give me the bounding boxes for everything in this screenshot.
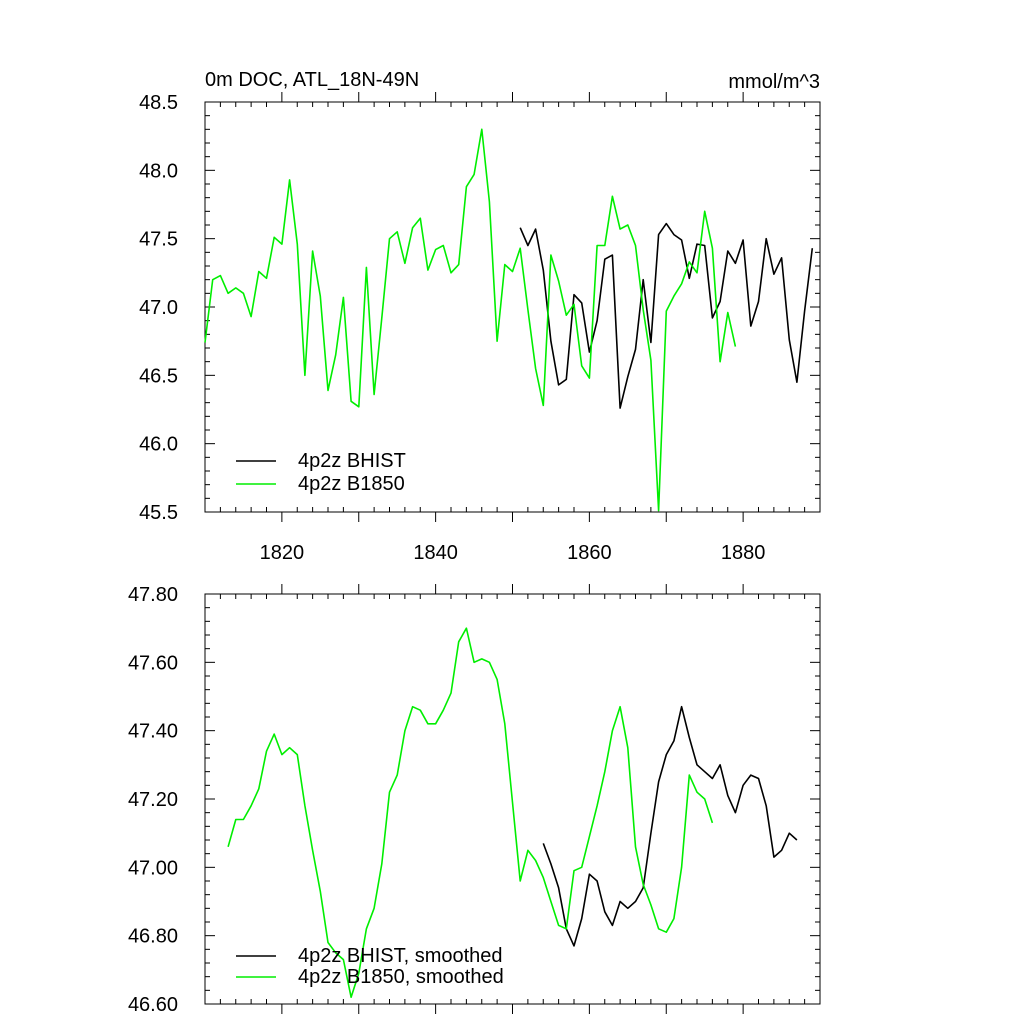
x-tick-label: 1820 bbox=[260, 542, 305, 564]
series-line-b1850 bbox=[227, 627, 714, 998]
y-tick-label: 46.60 bbox=[128, 994, 178, 1016]
y-tick-label: 46.5 bbox=[139, 365, 178, 387]
chart-title: 0m DOC, ATL_18N-49N bbox=[205, 69, 419, 91]
y-tick-label: 47.20 bbox=[128, 789, 178, 811]
y-tick-label: 47.40 bbox=[128, 721, 178, 743]
x-tick-label: 1840 bbox=[413, 542, 458, 564]
y-tick-label: 47.0 bbox=[139, 297, 178, 319]
legend-label: 4p2z B1850 bbox=[298, 473, 405, 495]
legend-label: 4p2z B1850, smoothed bbox=[298, 966, 504, 988]
y-tick-label: 48.5 bbox=[139, 92, 178, 114]
legend-label: 4p2z BHIST, smoothed bbox=[298, 945, 503, 967]
legend-label: 4p2z BHIST bbox=[298, 450, 406, 472]
y-tick-label: 47.5 bbox=[139, 229, 178, 251]
top-panel: 0m DOC, ATL_18N-49N mmol/m^3 48.5 48.0 47.… bbox=[139, 69, 821, 564]
y-tick-label: 47.80 bbox=[128, 584, 178, 606]
y-tick-label: 47.00 bbox=[128, 857, 178, 879]
series-line-bhist bbox=[519, 222, 814, 409]
y-tick-label: 46.0 bbox=[139, 434, 178, 456]
y-tick-label: 47.60 bbox=[128, 652, 178, 674]
x-tick-label: 1860 bbox=[567, 542, 612, 564]
y-tick-label: 45.5 bbox=[139, 502, 178, 524]
series-line-bhist bbox=[542, 705, 798, 947]
x-tick-label: 1880 bbox=[721, 542, 766, 564]
bottom-panel: 47.80 47.60 47.40 47.20 47.00 46.80 46.60 4p2z … bbox=[128, 584, 821, 1016]
series-line-b1850 bbox=[204, 128, 737, 512]
chart-units: mmol/m^3 bbox=[728, 71, 820, 93]
y-tick-label: 48.0 bbox=[139, 160, 178, 182]
y-tick-label: 46.80 bbox=[128, 926, 178, 948]
